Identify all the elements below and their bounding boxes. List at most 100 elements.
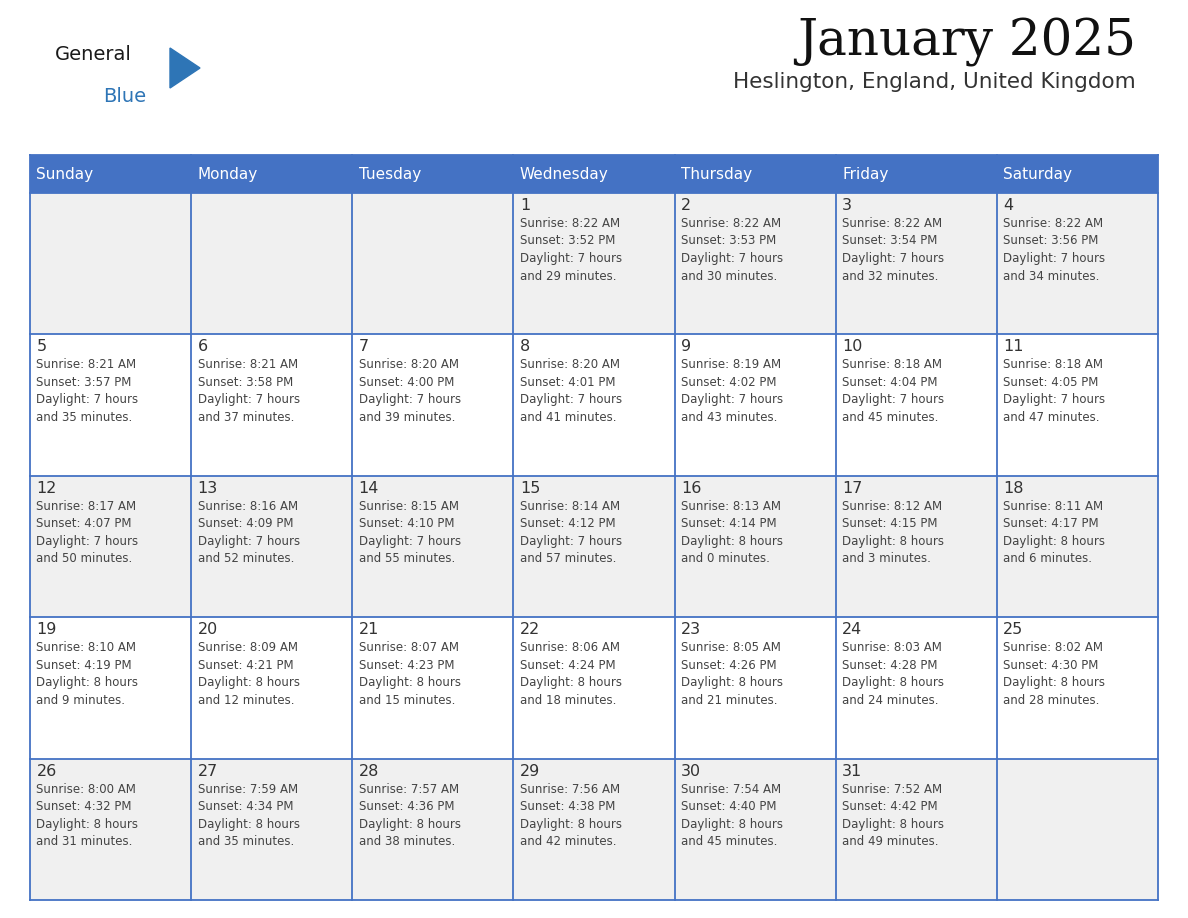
Bar: [191, 758, 353, 900]
Text: 28: 28: [359, 764, 379, 778]
Bar: [513, 617, 675, 758]
Text: 20: 20: [197, 622, 217, 637]
Text: Sunrise: 8:22 AM
Sunset: 3:52 PM
Daylight: 7 hours
and 29 minutes.: Sunrise: 8:22 AM Sunset: 3:52 PM Dayligh…: [520, 217, 623, 283]
Text: Sunrise: 7:57 AM
Sunset: 4:36 PM
Daylight: 8 hours
and 38 minutes.: Sunrise: 7:57 AM Sunset: 4:36 PM Dayligh…: [359, 783, 461, 848]
Text: 9: 9: [681, 340, 691, 354]
Text: Sunrise: 8:20 AM
Sunset: 4:01 PM
Daylight: 7 hours
and 41 minutes.: Sunrise: 8:20 AM Sunset: 4:01 PM Dayligh…: [520, 358, 623, 424]
Bar: [191, 476, 353, 617]
Text: Sunrise: 8:18 AM
Sunset: 4:05 PM
Daylight: 7 hours
and 47 minutes.: Sunrise: 8:18 AM Sunset: 4:05 PM Dayligh…: [1004, 358, 1105, 424]
Text: January 2025: January 2025: [797, 18, 1136, 67]
Bar: [997, 476, 1158, 617]
Text: 17: 17: [842, 481, 862, 496]
Text: 18: 18: [1004, 481, 1024, 496]
Text: 10: 10: [842, 340, 862, 354]
Bar: [513, 476, 675, 617]
Bar: [30, 334, 191, 476]
Text: 25: 25: [1004, 622, 1024, 637]
Text: 2: 2: [681, 198, 691, 213]
Text: Sunrise: 8:12 AM
Sunset: 4:15 PM
Daylight: 8 hours
and 3 minutes.: Sunrise: 8:12 AM Sunset: 4:15 PM Dayligh…: [842, 499, 944, 565]
Bar: [191, 334, 353, 476]
Text: Sunrise: 7:59 AM
Sunset: 4:34 PM
Daylight: 8 hours
and 35 minutes.: Sunrise: 7:59 AM Sunset: 4:34 PM Dayligh…: [197, 783, 299, 848]
Text: Sunrise: 8:22 AM
Sunset: 3:54 PM
Daylight: 7 hours
and 32 minutes.: Sunrise: 8:22 AM Sunset: 3:54 PM Dayligh…: [842, 217, 944, 283]
Bar: [675, 617, 835, 758]
Text: 29: 29: [520, 764, 541, 778]
Text: 5: 5: [37, 340, 46, 354]
Text: Sunrise: 8:21 AM
Sunset: 3:57 PM
Daylight: 7 hours
and 35 minutes.: Sunrise: 8:21 AM Sunset: 3:57 PM Dayligh…: [37, 358, 139, 424]
Text: 13: 13: [197, 481, 217, 496]
Text: 26: 26: [37, 764, 57, 778]
Text: Sunrise: 8:09 AM
Sunset: 4:21 PM
Daylight: 8 hours
and 12 minutes.: Sunrise: 8:09 AM Sunset: 4:21 PM Dayligh…: [197, 641, 299, 707]
Bar: [353, 334, 513, 476]
Text: 8: 8: [520, 340, 530, 354]
Bar: [30, 155, 1158, 193]
Bar: [353, 758, 513, 900]
Bar: [513, 758, 675, 900]
Bar: [30, 617, 191, 758]
Bar: [30, 758, 191, 900]
Text: Blue: Blue: [103, 87, 146, 106]
Text: Sunrise: 7:56 AM
Sunset: 4:38 PM
Daylight: 8 hours
and 42 minutes.: Sunrise: 7:56 AM Sunset: 4:38 PM Dayligh…: [520, 783, 621, 848]
Text: Sunrise: 8:16 AM
Sunset: 4:09 PM
Daylight: 7 hours
and 52 minutes.: Sunrise: 8:16 AM Sunset: 4:09 PM Dayligh…: [197, 499, 299, 565]
Text: Heslington, England, United Kingdom: Heslington, England, United Kingdom: [733, 72, 1136, 92]
Text: 3: 3: [842, 198, 852, 213]
Text: Sunrise: 8:02 AM
Sunset: 4:30 PM
Daylight: 8 hours
and 28 minutes.: Sunrise: 8:02 AM Sunset: 4:30 PM Dayligh…: [1004, 641, 1105, 707]
Bar: [513, 193, 675, 334]
Text: Sunrise: 8:03 AM
Sunset: 4:28 PM
Daylight: 8 hours
and 24 minutes.: Sunrise: 8:03 AM Sunset: 4:28 PM Dayligh…: [842, 641, 944, 707]
Bar: [997, 617, 1158, 758]
Text: 15: 15: [520, 481, 541, 496]
Text: 24: 24: [842, 622, 862, 637]
Text: Sunrise: 8:21 AM
Sunset: 3:58 PM
Daylight: 7 hours
and 37 minutes.: Sunrise: 8:21 AM Sunset: 3:58 PM Dayligh…: [197, 358, 299, 424]
Text: Sunrise: 8:07 AM
Sunset: 4:23 PM
Daylight: 8 hours
and 15 minutes.: Sunrise: 8:07 AM Sunset: 4:23 PM Dayligh…: [359, 641, 461, 707]
Text: Sunrise: 8:06 AM
Sunset: 4:24 PM
Daylight: 8 hours
and 18 minutes.: Sunrise: 8:06 AM Sunset: 4:24 PM Dayligh…: [520, 641, 621, 707]
Text: Friday: Friday: [842, 166, 889, 182]
Bar: [30, 476, 191, 617]
Text: Monday: Monday: [197, 166, 258, 182]
Text: 23: 23: [681, 622, 701, 637]
Bar: [997, 193, 1158, 334]
Bar: [997, 758, 1158, 900]
Text: 14: 14: [359, 481, 379, 496]
Bar: [675, 193, 835, 334]
Text: 4: 4: [1004, 198, 1013, 213]
Text: 11: 11: [1004, 340, 1024, 354]
Bar: [675, 334, 835, 476]
Text: Sunrise: 8:18 AM
Sunset: 4:04 PM
Daylight: 7 hours
and 45 minutes.: Sunrise: 8:18 AM Sunset: 4:04 PM Dayligh…: [842, 358, 944, 424]
Bar: [353, 476, 513, 617]
Text: Sunrise: 8:20 AM
Sunset: 4:00 PM
Daylight: 7 hours
and 39 minutes.: Sunrise: 8:20 AM Sunset: 4:00 PM Dayligh…: [359, 358, 461, 424]
Text: Sunrise: 8:22 AM
Sunset: 3:53 PM
Daylight: 7 hours
and 30 minutes.: Sunrise: 8:22 AM Sunset: 3:53 PM Dayligh…: [681, 217, 783, 283]
Text: 22: 22: [520, 622, 541, 637]
Text: Sunrise: 8:17 AM
Sunset: 4:07 PM
Daylight: 7 hours
and 50 minutes.: Sunrise: 8:17 AM Sunset: 4:07 PM Dayligh…: [37, 499, 139, 565]
Text: Tuesday: Tuesday: [359, 166, 421, 182]
Text: Sunrise: 8:19 AM
Sunset: 4:02 PM
Daylight: 7 hours
and 43 minutes.: Sunrise: 8:19 AM Sunset: 4:02 PM Dayligh…: [681, 358, 783, 424]
Text: Saturday: Saturday: [1004, 166, 1073, 182]
Text: 6: 6: [197, 340, 208, 354]
Bar: [191, 617, 353, 758]
Text: Sunrise: 7:54 AM
Sunset: 4:40 PM
Daylight: 8 hours
and 45 minutes.: Sunrise: 7:54 AM Sunset: 4:40 PM Dayligh…: [681, 783, 783, 848]
Bar: [353, 193, 513, 334]
Bar: [675, 476, 835, 617]
Text: Sunrise: 8:15 AM
Sunset: 4:10 PM
Daylight: 7 hours
and 55 minutes.: Sunrise: 8:15 AM Sunset: 4:10 PM Dayligh…: [359, 499, 461, 565]
Bar: [675, 758, 835, 900]
Bar: [835, 758, 997, 900]
Text: Sunrise: 8:00 AM
Sunset: 4:32 PM
Daylight: 8 hours
and 31 minutes.: Sunrise: 8:00 AM Sunset: 4:32 PM Dayligh…: [37, 783, 139, 848]
Text: Wednesday: Wednesday: [520, 166, 608, 182]
Text: Sunrise: 8:11 AM
Sunset: 4:17 PM
Daylight: 8 hours
and 6 minutes.: Sunrise: 8:11 AM Sunset: 4:17 PM Dayligh…: [1004, 499, 1105, 565]
Bar: [835, 193, 997, 334]
Text: 21: 21: [359, 622, 379, 637]
Text: 19: 19: [37, 622, 57, 637]
Bar: [191, 193, 353, 334]
Bar: [835, 617, 997, 758]
Text: 27: 27: [197, 764, 217, 778]
Text: Sunrise: 8:13 AM
Sunset: 4:14 PM
Daylight: 8 hours
and 0 minutes.: Sunrise: 8:13 AM Sunset: 4:14 PM Dayligh…: [681, 499, 783, 565]
Text: 1: 1: [520, 198, 530, 213]
Text: 16: 16: [681, 481, 701, 496]
Text: 31: 31: [842, 764, 862, 778]
Bar: [353, 617, 513, 758]
Text: Sunrise: 8:22 AM
Sunset: 3:56 PM
Daylight: 7 hours
and 34 minutes.: Sunrise: 8:22 AM Sunset: 3:56 PM Dayligh…: [1004, 217, 1105, 283]
Polygon shape: [170, 48, 200, 88]
Text: Sunrise: 7:52 AM
Sunset: 4:42 PM
Daylight: 8 hours
and 49 minutes.: Sunrise: 7:52 AM Sunset: 4:42 PM Dayligh…: [842, 783, 944, 848]
Text: 12: 12: [37, 481, 57, 496]
Text: Sunrise: 8:10 AM
Sunset: 4:19 PM
Daylight: 8 hours
and 9 minutes.: Sunrise: 8:10 AM Sunset: 4:19 PM Dayligh…: [37, 641, 139, 707]
Text: Sunrise: 8:05 AM
Sunset: 4:26 PM
Daylight: 8 hours
and 21 minutes.: Sunrise: 8:05 AM Sunset: 4:26 PM Dayligh…: [681, 641, 783, 707]
Text: General: General: [55, 45, 132, 64]
